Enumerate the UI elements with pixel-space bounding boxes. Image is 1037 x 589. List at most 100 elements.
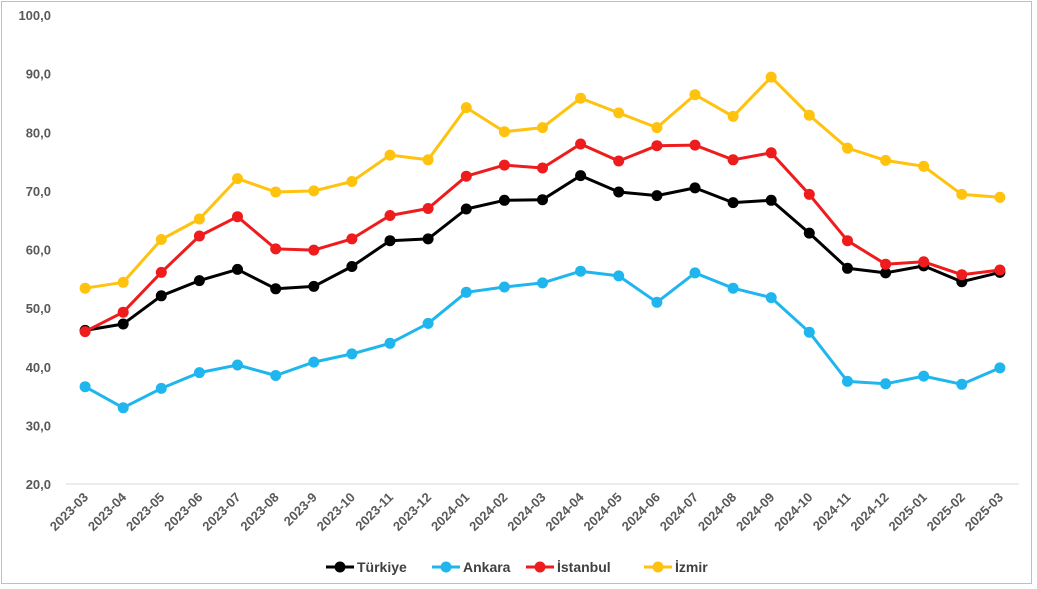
data-point-istanbul <box>193 230 205 242</box>
data-point-izmir <box>727 110 739 122</box>
data-point-izmir <box>422 154 434 166</box>
data-point-izmir <box>994 191 1006 203</box>
data-point-istanbul <box>613 155 625 167</box>
series-izmir <box>79 71 1006 294</box>
y-tick-label: 30,0 <box>26 418 51 433</box>
data-point-turkiye <box>422 233 434 245</box>
data-point-izmir <box>232 173 243 185</box>
series-group <box>79 71 1006 414</box>
data-point-istanbul <box>994 264 1006 276</box>
data-point-ankara <box>727 282 739 294</box>
data-point-istanbul <box>155 266 167 278</box>
data-point-istanbul <box>79 326 91 338</box>
data-point-ankara <box>994 362 1006 374</box>
data-point-ankara <box>79 381 91 393</box>
data-point-ankara <box>232 359 243 371</box>
x-tick-label: 2024-01 <box>428 490 472 534</box>
data-point-izmir <box>498 126 510 138</box>
x-tick-label: 2023-06 <box>161 490 205 534</box>
data-point-turkiye <box>765 194 777 206</box>
x-tick-label: 2023-03 <box>47 490 91 534</box>
legend-marker-turkiye <box>334 561 346 573</box>
data-point-turkiye <box>651 190 663 202</box>
data-point-izmir <box>460 102 472 114</box>
y-tick-label: 90,0 <box>26 67 51 82</box>
x-tick-label: 2024-12 <box>847 490 891 534</box>
data-point-ankara <box>193 367 205 379</box>
data-point-istanbul <box>117 306 129 318</box>
data-point-ankara <box>308 356 320 368</box>
data-point-turkiye <box>575 170 587 182</box>
data-point-izmir <box>155 234 167 245</box>
x-tick-label: 2024-06 <box>619 490 663 534</box>
legend-item-ankara: Ankara <box>432 559 511 575</box>
data-point-izmir <box>308 185 320 197</box>
data-point-ankara <box>689 267 701 279</box>
data-point-izmir <box>613 107 625 119</box>
series-ankara <box>79 265 1006 414</box>
data-point-izmir <box>956 188 968 200</box>
data-point-istanbul <box>765 147 777 159</box>
data-point-izmir <box>384 149 396 161</box>
data-point-izmir <box>575 92 587 104</box>
x-tick-label: 2023-08 <box>237 490 281 534</box>
x-tick-label: 2024-02 <box>466 490 510 534</box>
data-point-turkiye <box>346 261 358 272</box>
data-point-istanbul <box>880 258 892 270</box>
legend-item-izmir: İzmir <box>644 559 708 575</box>
y-axis-ticks: 20,0 30,0 40,0 50,0 60,0 70,0 80,0 90,0 100,0 <box>18 8 51 492</box>
data-point-ankara <box>575 265 587 277</box>
data-point-turkiye <box>460 203 472 215</box>
y-tick-label: 40,0 <box>26 360 51 375</box>
data-point-istanbul <box>422 203 434 214</box>
data-point-turkiye <box>537 194 548 206</box>
y-tick-label: 70,0 <box>26 184 51 199</box>
data-point-turkiye <box>193 275 205 287</box>
x-tick-label: 2023-11 <box>352 490 396 534</box>
data-point-ankara <box>346 348 358 360</box>
data-point-ankara <box>613 270 625 282</box>
data-point-turkiye <box>842 262 853 274</box>
data-point-ankara <box>537 277 548 289</box>
data-point-istanbul <box>803 188 815 200</box>
data-point-turkiye <box>613 186 625 198</box>
data-point-istanbul <box>651 140 663 152</box>
y-tick-label: 80,0 <box>26 125 51 140</box>
x-tick-label: 2023-12 <box>390 490 434 534</box>
data-point-ankara <box>765 292 777 304</box>
data-point-turkiye <box>880 267 892 279</box>
data-point-istanbul <box>346 233 358 245</box>
x-tick-label: 2024-09 <box>733 490 777 534</box>
legend-marker-ankara <box>440 561 452 573</box>
data-point-ankara <box>803 326 815 338</box>
x-tick-label: 2023-10 <box>314 490 358 534</box>
data-point-ankara <box>498 281 510 293</box>
data-point-ankara <box>918 370 930 382</box>
legend-item-istanbul: İstanbul <box>526 559 611 575</box>
data-point-istanbul <box>575 138 587 150</box>
x-tick-label: 2023-07 <box>199 490 243 534</box>
data-point-istanbul <box>918 256 930 268</box>
data-point-istanbul <box>727 154 739 166</box>
data-point-turkiye <box>384 235 396 247</box>
data-point-izmir <box>880 154 892 166</box>
x-tick-label: 2024-05 <box>581 490 625 534</box>
x-tick-label: 2025-02 <box>924 490 968 534</box>
y-tick-label: 100,0 <box>18 8 51 23</box>
data-point-ankara <box>384 337 396 349</box>
data-point-turkiye <box>689 182 701 194</box>
data-point-istanbul <box>498 159 510 171</box>
x-tick-label: 2025-01 <box>885 490 929 534</box>
x-tick-label: 2024-10 <box>771 490 815 534</box>
data-point-izmir <box>537 122 548 134</box>
data-point-ankara <box>842 375 853 387</box>
legend-label-istanbul: İstanbul <box>557 559 611 575</box>
data-point-istanbul <box>460 170 472 182</box>
series-turkiye <box>79 170 1006 336</box>
data-point-turkiye <box>117 318 129 330</box>
data-point-izmir <box>651 122 663 134</box>
data-point-izmir <box>193 213 205 225</box>
y-tick-label: 60,0 <box>26 243 51 258</box>
